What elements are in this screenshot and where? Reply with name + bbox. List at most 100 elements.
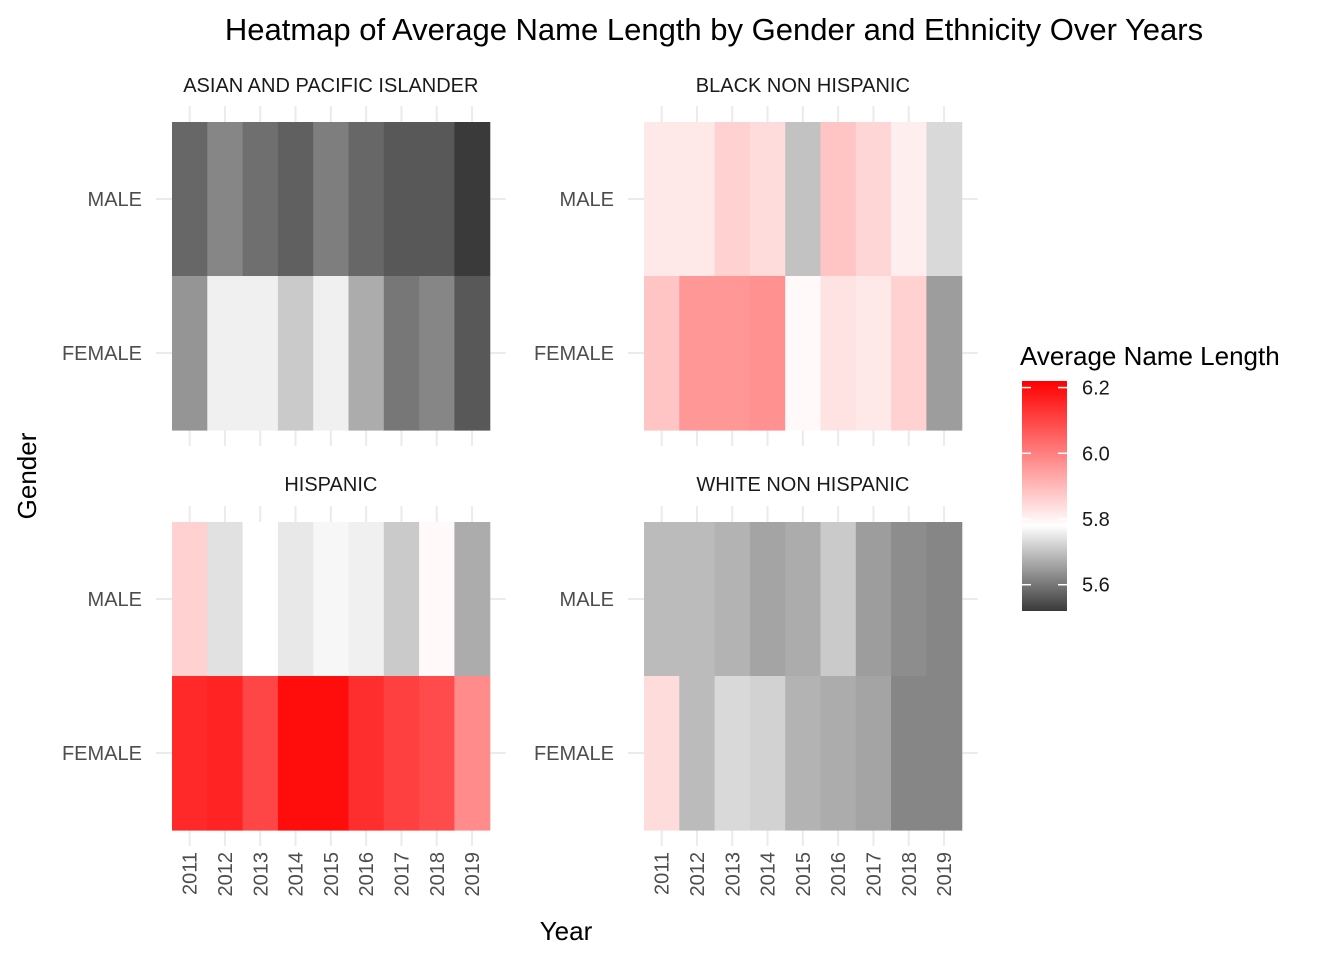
y-tick-label: FEMALE — [534, 743, 614, 765]
heatmap-cell — [785, 522, 822, 677]
x-tick-label: 2019 — [462, 852, 484, 897]
legend-tick-label: 6.2 — [1082, 378, 1110, 400]
heatmap-cell — [419, 676, 455, 831]
heatmap-cell — [419, 522, 455, 677]
x-axis-title: Year — [540, 916, 593, 946]
heatmap-cell — [313, 276, 350, 431]
heatmap-cell — [644, 276, 680, 431]
heatmap-cell — [855, 276, 892, 431]
x-tick-label: 2018 — [899, 852, 921, 897]
panel-2: HISPANIC MALE FEMALE 2011 2012 2013 2014 2015 20… — [62, 474, 506, 897]
chart-title: Heatmap of Average Name Length by Gender… — [225, 12, 1203, 47]
heatmap-cell — [454, 676, 491, 831]
heatmap-cell — [242, 276, 279, 431]
heatmap-cell — [383, 522, 420, 677]
heatmap-cell — [891, 276, 927, 431]
heatmap-cell — [749, 676, 786, 831]
y-tick-label: MALE — [560, 189, 614, 211]
y-tick-label: MALE — [560, 589, 614, 611]
heatmap-cell — [454, 522, 491, 677]
heatmap-cell — [891, 122, 927, 277]
x-tick-label: 2013 — [722, 852, 744, 897]
heatmap-cell — [277, 122, 314, 277]
heatmap-cell — [207, 522, 244, 677]
heatmap-cell — [242, 676, 279, 831]
heatmap-cell — [242, 122, 279, 277]
heatmap-cell — [277, 522, 314, 677]
x-tick-label: 2013 — [250, 852, 272, 897]
heatmap-cell — [313, 676, 350, 831]
heatmap-cell — [644, 522, 680, 677]
legend-tick-label: 5.6 — [1082, 575, 1110, 597]
panel-strip-label: HISPANIC — [284, 474, 377, 496]
y-tick-label: MALE — [88, 589, 142, 611]
panel-0: ASIAN AND PACIFIC ISLANDER MALE FEMALE — [62, 75, 506, 446]
heatmap-cell — [172, 676, 208, 831]
heatmap-cell — [714, 276, 751, 431]
x-tick-label: 2016 — [828, 852, 850, 897]
heatmap-cell — [891, 522, 927, 677]
heatmap-cell — [313, 522, 350, 677]
x-tick-label: 2018 — [427, 852, 449, 897]
heatmap-cell — [820, 122, 857, 277]
panel-1: BLACK NON HISPANIC MALE FEMALE — [534, 75, 978, 446]
heatmap-cell — [714, 522, 751, 677]
heatmap-cell — [644, 122, 680, 277]
legend-title: Average Name Length — [1020, 341, 1280, 371]
heatmap-cell — [855, 122, 892, 277]
heatmap-cell — [172, 276, 208, 431]
heatmap-cell — [348, 276, 385, 431]
heatmap-cell — [679, 122, 716, 277]
heatmap-cell — [644, 676, 680, 831]
heatmap-cell — [207, 276, 244, 431]
x-tick-label: 2011 — [652, 852, 674, 895]
heatmap-cell — [855, 676, 892, 831]
heatmap-cell — [820, 676, 857, 831]
heatmap-cell — [419, 276, 455, 431]
heatmap-cell — [172, 522, 208, 677]
panel-strip-label: ASIAN AND PACIFIC ISLANDER — [183, 75, 478, 97]
x-tick-label: 2011 — [180, 852, 202, 895]
legend-tick-label: 5.8 — [1082, 509, 1110, 531]
heatmap-cell — [785, 676, 822, 831]
y-tick-label: FEMALE — [62, 343, 142, 365]
color-legend: Average Name Length 6.2 6.0 5.8 5.6 — [1020, 341, 1280, 611]
x-tick-label: 2012 — [215, 852, 237, 897]
y-tick-label: FEMALE — [534, 343, 614, 365]
panel-strip-label: BLACK NON HISPANIC — [696, 75, 910, 97]
heatmap-cell — [313, 122, 350, 277]
heatmap-cell — [383, 122, 420, 277]
heatmap-cell — [454, 122, 491, 277]
heatmap-cell — [820, 522, 857, 677]
heatmap-cell — [277, 276, 314, 431]
x-tick-label: 2017 — [391, 852, 413, 897]
x-tick-label: 2016 — [356, 852, 378, 897]
y-tick-label: FEMALE — [62, 743, 142, 765]
heatmap-cell — [855, 522, 892, 677]
panels-container: ASIAN AND PACIFIC ISLANDERMALEFEMALEBLAC… — [62, 75, 978, 897]
heatmap-cell — [679, 522, 716, 677]
y-axis-title: Gender — [12, 432, 42, 519]
heatmap-cell — [172, 122, 208, 277]
y-tick-label: MALE — [88, 189, 142, 211]
heatmap-cell — [926, 676, 963, 831]
heatmap-cell — [926, 276, 963, 431]
x-tick-label: 2014 — [758, 852, 780, 897]
heatmap-cell — [891, 676, 927, 831]
heatmap-cell — [749, 522, 786, 677]
heatmap-cell — [277, 676, 314, 831]
x-tick-label: 2015 — [321, 852, 343, 897]
legend-tick-label: 6.0 — [1082, 443, 1110, 465]
heatmap-cell — [785, 122, 822, 277]
x-tick-label: 2015 — [793, 852, 815, 897]
heatmap-cell — [679, 676, 716, 831]
heatmap-cell — [383, 676, 420, 831]
heatmap-cell — [785, 276, 822, 431]
heatmap-cell — [383, 276, 420, 431]
heatmap-cell — [419, 122, 455, 277]
panel-3: WHITE NON HISPANIC MALE FEMALE 2011 2012 2013… — [534, 474, 978, 897]
heatmap-cell — [714, 676, 751, 831]
heatmap-cell — [820, 276, 857, 431]
heatmap-cell — [348, 122, 385, 277]
